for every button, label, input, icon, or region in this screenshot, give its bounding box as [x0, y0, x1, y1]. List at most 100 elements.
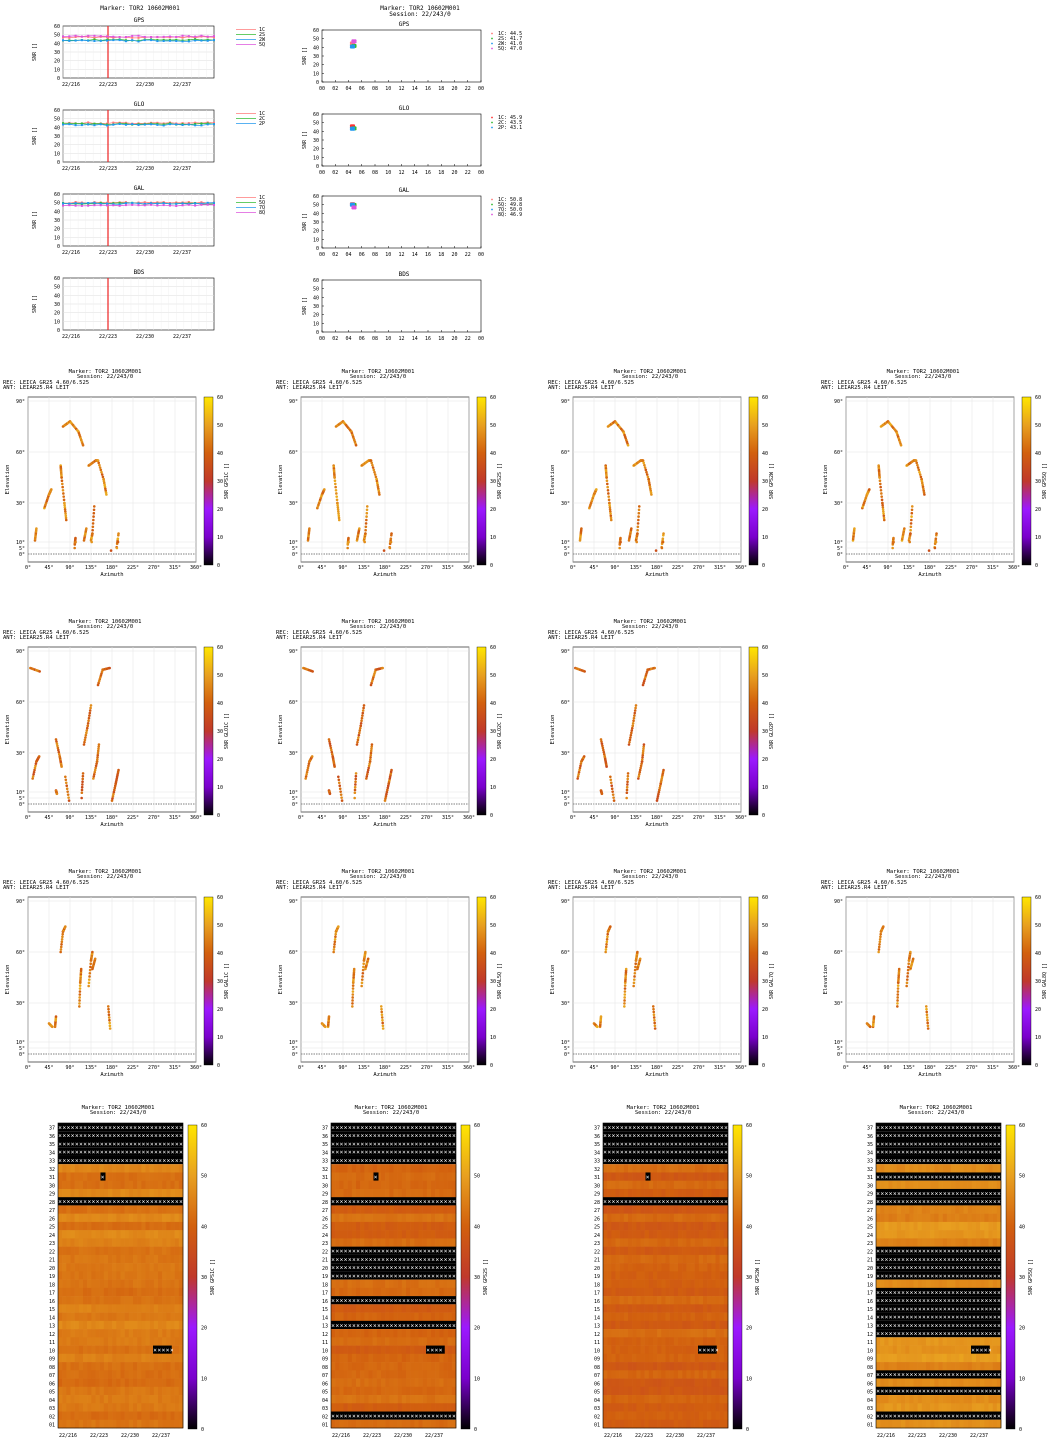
- skyplot-receiver: REC: LEICA GR25 4.60/6.525: [821, 380, 907, 386]
- series-point: [137, 34, 140, 37]
- gap-mark: ×: [402, 1256, 406, 1263]
- snr-point: [626, 780, 629, 783]
- snr-point: [896, 993, 900, 996]
- snr-point: [606, 485, 609, 489]
- heat-cell: [372, 1213, 378, 1223]
- y-tick-label: 5°: [292, 546, 298, 552]
- snr-point: [642, 461, 645, 465]
- snr-point: [390, 768, 393, 772]
- heat-cell: [87, 1172, 92, 1182]
- colorbar-tick: 40: [1035, 951, 1041, 957]
- gap-mark: ×: [369, 1133, 373, 1140]
- gap-mark: ×: [92, 1157, 96, 1164]
- gap-mark: ×: [452, 1273, 456, 1280]
- snr-point: [55, 740, 58, 743]
- x-tick-label: 360°: [463, 1065, 475, 1071]
- heat-cell: [116, 1337, 121, 1346]
- y-tick-label: 10: [313, 155, 319, 161]
- heat-cell: [162, 1419, 167, 1429]
- heat-cell: [62, 1221, 67, 1231]
- timeseries-title: GPS: [134, 17, 145, 24]
- gap-mark: ×: [423, 1298, 427, 1305]
- gap-mark: ×: [402, 1248, 406, 1255]
- snr-point: [346, 546, 349, 550]
- gap-mark: ×: [335, 1265, 339, 1272]
- heat-cell: [70, 1164, 75, 1173]
- heat-cell: [58, 1320, 63, 1330]
- colorbar-label: SNR GLO1C []: [224, 713, 230, 749]
- y-tick-label: 90°: [561, 649, 570, 655]
- heat-cell: [120, 1362, 125, 1371]
- heat-cell: [103, 1353, 109, 1363]
- snr-point: [604, 945, 608, 949]
- y-tick-label: 0: [57, 76, 60, 82]
- y-tick-label: 60°: [834, 450, 843, 456]
- snr-point: [351, 990, 355, 993]
- gap-mark: ×: [448, 1199, 452, 1206]
- heat-cell: [87, 1337, 92, 1346]
- snr-point: [337, 775, 340, 779]
- x-tick-label: 22/216: [59, 1433, 77, 1439]
- series-point: [175, 201, 178, 204]
- gap-mark: ×: [92, 1124, 96, 1131]
- heat-cell: [426, 1230, 432, 1239]
- heat-cell: [141, 1329, 146, 1338]
- snr-point: [87, 719, 90, 722]
- heat-cell: [141, 1246, 146, 1256]
- x-tick-label: 22: [465, 336, 471, 342]
- gap-mark: ×: [448, 1322, 452, 1329]
- series-point: [62, 122, 64, 125]
- x-tick-label: 270°: [148, 565, 160, 571]
- gap-mark: ×: [121, 1133, 125, 1140]
- heat-cell: [435, 1370, 440, 1379]
- colorbar-label: SNR GLO2C []: [497, 713, 503, 749]
- heat-cell: [78, 1296, 84, 1305]
- series-point: [200, 202, 203, 205]
- snr-point: [644, 468, 648, 472]
- heat-cell: [447, 1312, 453, 1322]
- snr-point: [636, 950, 639, 954]
- gap-mark: ×: [390, 1298, 394, 1305]
- heat-cell: [410, 1312, 415, 1322]
- heat-cell: [58, 1279, 63, 1289]
- gap-mark: ×: [117, 1133, 121, 1140]
- gap-mark: ×: [402, 1273, 406, 1280]
- heat-cell: [410, 1370, 415, 1379]
- snr-point: [625, 791, 629, 795]
- heat-cell: [360, 1180, 365, 1190]
- heat-cell: [103, 1362, 109, 1371]
- gap-mark: ×: [79, 1157, 83, 1164]
- gap-mark: ×: [377, 1265, 381, 1272]
- snr-point: [583, 670, 586, 673]
- snr-point: [50, 1025, 54, 1029]
- heat-cell: [99, 1353, 105, 1363]
- gap-mark: ×: [423, 1199, 427, 1206]
- heat-cell: [166, 1403, 171, 1412]
- gap-mark: ×: [419, 1199, 423, 1206]
- heat-cell: [406, 1312, 411, 1322]
- gap-mark: ×: [154, 1157, 158, 1164]
- gap-mark: ×: [137, 1199, 141, 1206]
- heat-cell: [381, 1329, 386, 1338]
- heat-cell: [178, 1370, 184, 1379]
- gap-mark: ×: [390, 1265, 394, 1272]
- gap-mark: ×: [344, 1322, 348, 1329]
- heat-cell: [422, 1370, 428, 1379]
- y-tick-label: 5°: [564, 796, 570, 802]
- heat-cell: [145, 1353, 150, 1363]
- snr-point: [336, 501, 339, 505]
- heat-cell: [422, 1188, 428, 1198]
- snr-point: [337, 512, 340, 515]
- snr-point: [113, 786, 117, 790]
- heat-cell: [149, 1312, 155, 1322]
- snr-point: [639, 766, 642, 770]
- heat-cell: [145, 1271, 150, 1280]
- snr-point: [359, 724, 363, 728]
- heat-cell: [58, 1370, 63, 1379]
- series-point: [87, 204, 90, 207]
- snr-point: [634, 962, 638, 965]
- heat-cell: [58, 1403, 63, 1412]
- x-tick-label: 12: [398, 336, 404, 342]
- heat-cell: [376, 1238, 382, 1247]
